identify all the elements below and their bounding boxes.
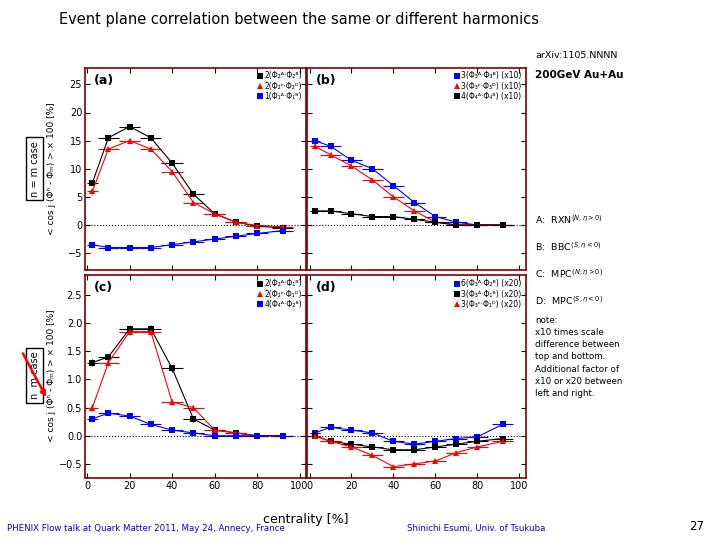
Legend: 3(Φ₃ᴬ·Φ₃ᴮ) (x10), 3(Φ₃ᶜ·Φ₃ᴰ) (x10), 4(Φ₄ᴬ·Φ₄ᴮ) (x10): 3(Φ₃ᴬ·Φ₃ᴮ) (x10), 3(Φ₃ᶜ·Φ₃ᴰ) (x10), 4(Φ₄… bbox=[454, 71, 523, 102]
Legend: 2(Φ₂ᴬ·Φ₁ᴮ), 2(Φ₂ᶜ·Φ₁ᴰ), 4(Φ₄ᴬ·Φ₂ᴮ): 2(Φ₂ᴬ·Φ₁ᴮ), 2(Φ₂ᶜ·Φ₁ᴰ), 4(Φ₄ᴬ·Φ₂ᴮ) bbox=[258, 279, 303, 310]
Text: Shinichi Esumi, Univ. of Tsukuba: Shinichi Esumi, Univ. of Tsukuba bbox=[407, 524, 545, 533]
Text: < cos j (Φⁿ - Φₘ) > × 100 [%]: < cos j (Φⁿ - Φₘ) > × 100 [%] bbox=[48, 309, 56, 442]
Text: A:  RXN$^{(N,\eta>0)}$: A: RXN$^{(N,\eta>0)}$ bbox=[535, 213, 603, 226]
Text: (b): (b) bbox=[316, 73, 337, 86]
Text: Event plane correlation between the same or different harmonics: Event plane correlation between the same… bbox=[59, 12, 539, 28]
Text: < cos j (Φⁿ - Φₘ) > × 100 [%]: < cos j (Φⁿ - Φₘ) > × 100 [%] bbox=[48, 103, 56, 235]
Text: PHENIX Flow talk at Quark Matter 2011, May 24, Annecy, France: PHENIX Flow talk at Quark Matter 2011, M… bbox=[7, 524, 285, 533]
Text: arXiv:1105.NNNN: arXiv:1105.NNNN bbox=[535, 51, 617, 60]
Text: note:
x10 times scale
difference between
top and bottom.
Additional factor of
x1: note: x10 times scale difference between… bbox=[535, 316, 622, 398]
Text: 27: 27 bbox=[689, 520, 704, 533]
Legend: 2(Φ₂ᴬ·Φ₂ᴮ), 2(Φ₂ᶜ·Φ₂ᴰ), 1(Φ₁ᴬ·Φ₁ᴮ): 2(Φ₂ᴬ·Φ₂ᴮ), 2(Φ₂ᶜ·Φ₂ᴰ), 1(Φ₁ᴬ·Φ₁ᴮ) bbox=[258, 71, 303, 102]
Text: 200GeV Au+Au: 200GeV Au+Au bbox=[535, 70, 624, 80]
Text: B:  BBC$^{(S,\eta<0)}$: B: BBC$^{(S,\eta<0)}$ bbox=[535, 240, 601, 253]
Text: centrality [%]: centrality [%] bbox=[263, 513, 348, 526]
Text: (d): (d) bbox=[316, 281, 337, 294]
Legend: 6(Φ₃ᴬ·Φ₂ᴮ) (x20), 3(Φ₃ᴬ·Φ₁ᴮ) (x20), 3(Φ₃ᶜ·Φ₁ᴰ) (x20): 6(Φ₃ᴬ·Φ₂ᴮ) (x20), 3(Φ₃ᴬ·Φ₁ᴮ) (x20), 3(Φ₃… bbox=[454, 279, 523, 310]
Text: n = m case: n = m case bbox=[30, 141, 40, 197]
Text: (c): (c) bbox=[94, 281, 113, 294]
Text: C:  MPC$^{(N,\eta>0)}$: C: MPC$^{(N,\eta>0)}$ bbox=[535, 267, 603, 280]
Text: n  m case: n m case bbox=[30, 352, 40, 399]
Text: (a): (a) bbox=[94, 73, 114, 86]
Text: D:  MPC$^{(S,\eta<0)}$: D: MPC$^{(S,\eta<0)}$ bbox=[535, 294, 603, 307]
